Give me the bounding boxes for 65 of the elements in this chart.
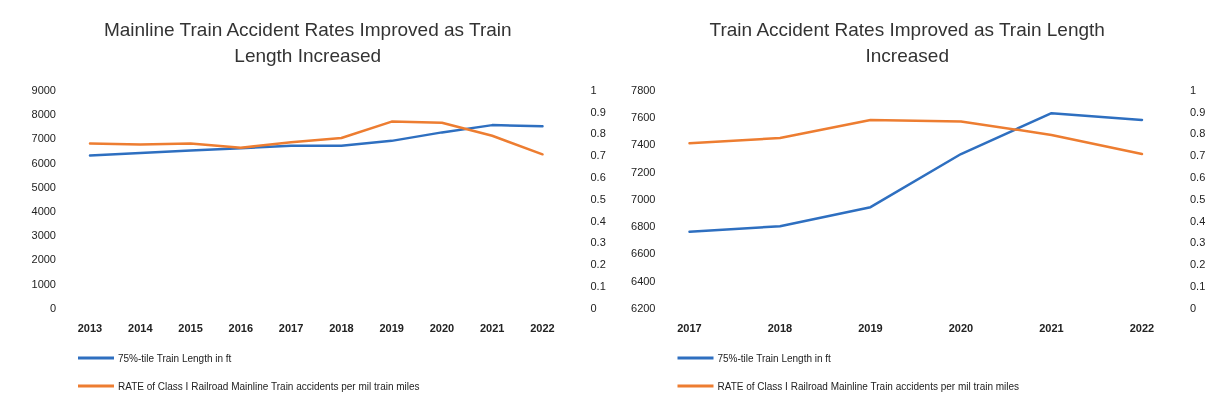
x-tick-label: 2020 — [429, 322, 455, 334]
x-tick-label: 2018 — [767, 322, 793, 334]
legend-label: 75%-tile Train Length in ft — [717, 352, 832, 364]
y-tick-label: 7200 — [631, 165, 656, 178]
line-series — [688, 118, 1144, 156]
y2-tick-label: 0.3 — [590, 236, 606, 249]
x-tick-label: 2019 — [858, 322, 883, 334]
y-tick-label: 8000 — [31, 108, 56, 121]
x-tick-label: 2013 — [77, 322, 103, 334]
y2-tick-label: 0 — [590, 301, 597, 314]
legend-label: 75%-tile Train Length in ft — [118, 352, 232, 364]
x-tick-label: 2022 — [530, 322, 555, 334]
y2-tick-label: 0.6 — [590, 171, 606, 184]
y2-tick-label: 0.6 — [1190, 171, 1206, 184]
chart-title: Train Accident Rates Improved as Train Length Increased — [709, 19, 1105, 66]
y-tick-label: 7000 — [631, 192, 656, 205]
x-tick-label: 2016 — [228, 322, 254, 334]
x-tick-label: 2017 — [278, 322, 304, 334]
y-tick-label: 4000 — [31, 204, 56, 217]
y-tick-label: 9000 — [31, 83, 56, 96]
y-tick-label: 7800 — [631, 83, 656, 96]
y2-tick-label: 0.9 — [590, 105, 606, 118]
y2-tick-label: 1 — [590, 83, 597, 96]
y2-tick-label: 0.9 — [1190, 105, 1206, 118]
y2-tick-label: 0.4 — [590, 214, 606, 227]
x-tick-label: 2015 — [178, 322, 203, 334]
y-tick-label: 7400 — [631, 138, 656, 151]
y2-tick-label: 0.5 — [590, 192, 606, 205]
line-series — [688, 111, 1144, 233]
y-tick-label: 1000 — [31, 277, 56, 290]
legend-label: RATE of Class I Railroad Mainline Train accidents per mil train miles — [118, 380, 420, 392]
x-tick-label: 2022 — [1129, 322, 1155, 334]
x-tick-label: 2017 — [677, 322, 702, 334]
y-tick-label: 6400 — [631, 274, 656, 287]
chart-title: Mainline Train Accident Rates Improved as Train Length Increased — [103, 19, 512, 66]
y-tick-label: 7000 — [31, 132, 56, 145]
y2-tick-label: 0.5 — [1190, 192, 1206, 205]
y2-tick-label: 0.7 — [590, 149, 606, 162]
y-tick-label: 5000 — [31, 180, 56, 193]
legend-label: RATE of Class I Railroad Mainline Train accidents per mil train miles — [717, 380, 1020, 392]
y2-tick-label: 0 — [1190, 301, 1197, 314]
y2-tick-label: 0.2 — [1190, 258, 1206, 271]
y2-tick-label: 1 — [1190, 83, 1197, 96]
y-tick-label: 3000 — [31, 229, 56, 242]
y-tick-label: 0 — [49, 301, 56, 314]
y-tick-label: 6600 — [631, 247, 656, 260]
y2-tick-label: 0.8 — [590, 127, 606, 140]
y-tick-label: 6800 — [631, 220, 656, 233]
y2-tick-label: 0.2 — [590, 258, 606, 271]
y2-tick-label: 0.1 — [1190, 280, 1206, 293]
y2-tick-label: 0.1 — [590, 280, 606, 293]
y2-tick-label: 0.3 — [1190, 236, 1206, 249]
y-tick-label: 2000 — [31, 253, 56, 266]
x-tick-label: 2021 — [479, 322, 505, 334]
x-tick-label: 2014 — [128, 322, 154, 334]
y-tick-label: 6000 — [31, 156, 56, 169]
y2-tick-label: 0.4 — [1190, 214, 1206, 227]
y2-tick-label: 0.7 — [1190, 149, 1206, 162]
x-tick-label: 2020 — [948, 322, 974, 334]
x-tick-label: 2018 — [329, 322, 354, 334]
x-tick-label: 2021 — [1039, 322, 1064, 334]
y-tick-label: 7600 — [631, 111, 656, 124]
y-tick-label: 6200 — [631, 301, 656, 314]
x-tick-label: 2019 — [379, 322, 404, 334]
y2-tick-label: 0.8 — [1190, 127, 1206, 140]
